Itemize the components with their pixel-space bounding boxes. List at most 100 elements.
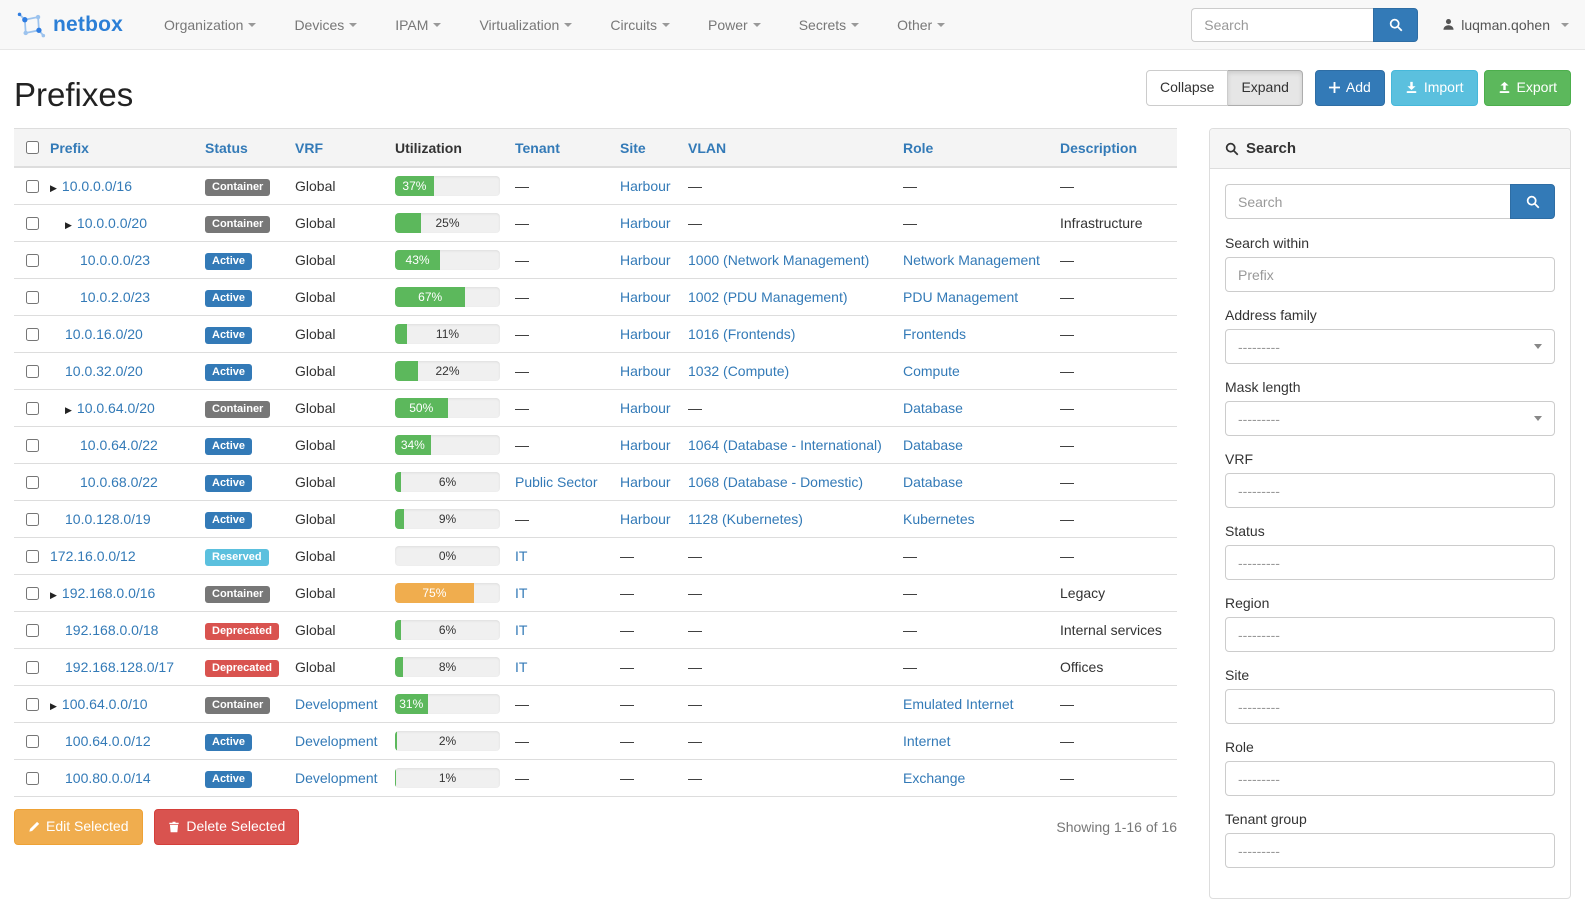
nav-item-power[interactable]: Power bbox=[689, 17, 780, 33]
role-link[interactable]: Database bbox=[903, 474, 963, 490]
filter-select-role[interactable]: --------- bbox=[1225, 761, 1555, 796]
row-checkbox[interactable] bbox=[26, 327, 39, 341]
prefix-link[interactable]: 10.0.68.0/22 bbox=[80, 474, 158, 490]
tenant-link[interactable]: IT bbox=[515, 585, 528, 601]
vrf-link[interactable]: Development bbox=[295, 770, 378, 786]
prefix-link[interactable]: 10.0.16.0/20 bbox=[65, 326, 143, 342]
navbar-search-button[interactable] bbox=[1373, 7, 1419, 42]
nav-item-ipam[interactable]: IPAM bbox=[376, 17, 460, 33]
column-sort-link[interactable]: Role bbox=[903, 139, 934, 156]
user-menu[interactable]: luqman.qohen bbox=[1442, 17, 1569, 33]
expand-toggle-icon[interactable]: ▶ bbox=[65, 405, 72, 415]
vlan-link[interactable]: 1002 (PDU Management) bbox=[688, 289, 848, 305]
row-checkbox[interactable] bbox=[26, 697, 39, 711]
row-checkbox[interactable] bbox=[26, 512, 39, 526]
row-checkbox[interactable] bbox=[26, 253, 39, 267]
row-checkbox[interactable] bbox=[26, 549, 39, 563]
vlan-link[interactable]: 1032 (Compute) bbox=[688, 363, 790, 379]
column-header-vlan[interactable]: VLAN bbox=[680, 128, 895, 168]
role-link[interactable]: Emulated Internet bbox=[903, 696, 1014, 712]
prefix-link[interactable]: 10.0.64.0/20 bbox=[76, 400, 155, 416]
role-link[interactable]: Database bbox=[903, 437, 963, 453]
row-checkbox[interactable] bbox=[26, 401, 39, 415]
site-link[interactable]: Harbour bbox=[620, 511, 671, 527]
row-checkbox[interactable] bbox=[26, 290, 39, 304]
column-sort-link[interactable]: VRF bbox=[295, 139, 323, 156]
filter-select-mask-length[interactable]: --------- bbox=[1225, 401, 1555, 436]
filter-search-input[interactable] bbox=[1225, 184, 1510, 219]
row-checkbox[interactable] bbox=[26, 438, 39, 452]
site-link[interactable]: Harbour bbox=[620, 437, 671, 453]
role-link[interactable]: Compute bbox=[903, 363, 960, 379]
vlan-link[interactable]: 1068 (Database - Domestic) bbox=[688, 474, 864, 490]
prefix-link[interactable]: 10.0.64.0/22 bbox=[80, 437, 158, 453]
expand-button[interactable]: Expand bbox=[1228, 70, 1303, 106]
site-link[interactable]: Harbour bbox=[620, 326, 671, 342]
collapse-button[interactable]: Collapse bbox=[1145, 70, 1229, 106]
column-sort-link[interactable]: Site bbox=[620, 139, 646, 156]
filter-input-search-within[interactable] bbox=[1225, 257, 1555, 292]
column-header-desc[interactable]: Description bbox=[1052, 128, 1177, 168]
vrf-link[interactable]: Development bbox=[295, 696, 378, 712]
prefix-link[interactable]: 10.0.0.0/16 bbox=[61, 178, 132, 194]
role-link[interactable]: Internet bbox=[903, 733, 951, 749]
row-checkbox[interactable] bbox=[26, 623, 39, 637]
prefix-link[interactable]: 10.0.128.0/19 bbox=[65, 511, 151, 527]
filter-search-button[interactable] bbox=[1510, 184, 1555, 219]
site-link[interactable]: Harbour bbox=[620, 363, 671, 379]
site-link[interactable]: Harbour bbox=[620, 474, 671, 490]
column-sort-link[interactable]: VLAN bbox=[688, 139, 727, 156]
row-checkbox[interactable] bbox=[26, 216, 39, 230]
add-button[interactable]: Add bbox=[1314, 70, 1385, 106]
column-header-prefix[interactable]: Prefix bbox=[42, 128, 197, 168]
edit-selected-button[interactable]: Edit Selected bbox=[14, 809, 143, 845]
filter-select-region[interactable]: --------- bbox=[1225, 617, 1555, 652]
nav-item-other[interactable]: Other bbox=[878, 17, 964, 33]
nav-item-virtualization[interactable]: Virtualization bbox=[460, 17, 591, 33]
row-checkbox[interactable] bbox=[26, 586, 39, 600]
prefix-link[interactable]: 172.16.0.0/12 bbox=[50, 548, 136, 564]
vlan-link[interactable]: 1064 (Database - International) bbox=[688, 437, 882, 453]
prefix-link[interactable]: 192.168.0.0/16 bbox=[61, 585, 156, 601]
expand-toggle-icon[interactable]: ▶ bbox=[50, 590, 57, 600]
column-sort-link[interactable]: Tenant bbox=[515, 139, 560, 156]
row-checkbox[interactable] bbox=[26, 364, 39, 378]
vrf-link[interactable]: Development bbox=[295, 733, 378, 749]
filter-select-site[interactable]: --------- bbox=[1225, 689, 1555, 724]
site-link[interactable]: Harbour bbox=[620, 252, 671, 268]
row-checkbox[interactable] bbox=[26, 179, 39, 193]
tenant-link[interactable]: IT bbox=[515, 548, 528, 564]
export-button[interactable]: Export bbox=[1483, 70, 1571, 106]
select-all-checkbox[interactable] bbox=[26, 141, 39, 154]
role-link[interactable]: Database bbox=[903, 400, 963, 416]
nav-item-devices[interactable]: Devices bbox=[275, 17, 376, 33]
role-link[interactable]: Frontends bbox=[903, 326, 967, 342]
row-checkbox[interactable] bbox=[26, 771, 39, 785]
role-link[interactable]: Kubernetes bbox=[903, 511, 975, 527]
prefix-link[interactable]: 10.0.0.0/20 bbox=[76, 215, 147, 231]
expand-toggle-icon[interactable]: ▶ bbox=[65, 220, 72, 230]
column-header-role[interactable]: Role bbox=[895, 128, 1052, 168]
role-link[interactable]: Network Management bbox=[903, 252, 1040, 268]
column-sort-link[interactable]: Prefix bbox=[50, 139, 89, 156]
site-link[interactable]: Harbour bbox=[620, 400, 671, 416]
vlan-link[interactable]: 1016 (Frontends) bbox=[688, 326, 796, 342]
prefix-link[interactable]: 100.64.0.0/12 bbox=[65, 733, 151, 749]
nav-item-circuits[interactable]: Circuits bbox=[591, 17, 689, 33]
import-button[interactable]: Import bbox=[1390, 70, 1478, 106]
column-header-site[interactable]: Site bbox=[612, 128, 680, 168]
nav-item-secrets[interactable]: Secrets bbox=[780, 17, 878, 33]
role-link[interactable]: Exchange bbox=[903, 770, 966, 786]
prefix-link[interactable]: 10.0.2.0/23 bbox=[80, 289, 151, 305]
prefix-link[interactable]: 100.80.0.0/14 bbox=[65, 770, 151, 786]
column-sort-link[interactable]: Description bbox=[1060, 139, 1138, 156]
prefix-link[interactable]: 100.64.0.0/10 bbox=[61, 696, 148, 712]
role-link[interactable]: PDU Management bbox=[903, 289, 1019, 305]
prefix-link[interactable]: 192.168.0.0/18 bbox=[65, 622, 159, 638]
tenant-link[interactable]: IT bbox=[515, 622, 528, 638]
expand-toggle-icon[interactable]: ▶ bbox=[50, 183, 57, 193]
navbar-search-input[interactable] bbox=[1191, 7, 1374, 42]
column-sort-link[interactable]: Status bbox=[205, 139, 248, 156]
netbox-brand[interactable]: netbox bbox=[16, 10, 123, 40]
site-link[interactable]: Harbour bbox=[620, 215, 671, 231]
